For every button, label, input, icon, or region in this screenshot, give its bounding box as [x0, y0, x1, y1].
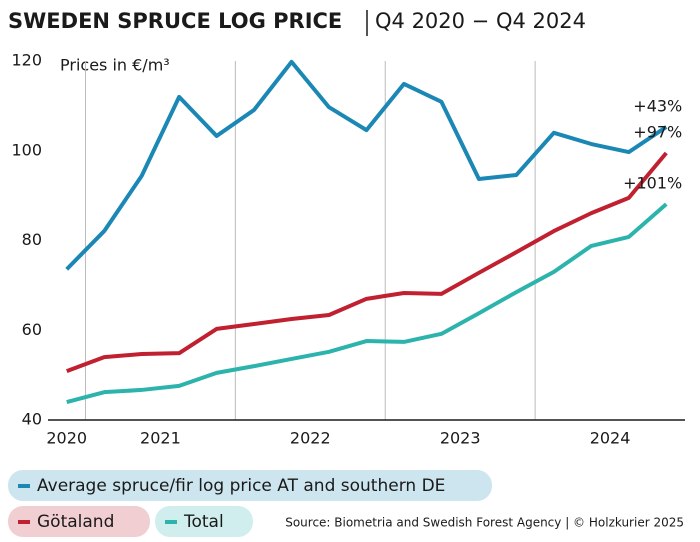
x-tick-label: 2022 — [290, 429, 331, 448]
end-label: +97% — [633, 122, 682, 141]
x-tick-label: 2021 — [140, 429, 181, 448]
series-line — [65, 59, 668, 271]
legend-label: Götaland — [37, 512, 114, 532]
legend-label: Average spruce/fir log price AT and sout… — [37, 476, 445, 496]
end-label: +101% — [623, 174, 682, 193]
y-tick-label: 80 — [22, 230, 42, 249]
y-tick-label: 40 — [22, 410, 42, 429]
y-tick-label: 60 — [22, 320, 42, 339]
y-tick-label: 100 — [11, 140, 42, 159]
source: Source: Biometria and Swedish Forest Age… — [285, 516, 684, 530]
legend-pill — [8, 506, 150, 537]
x-tick-label: 2023 — [440, 429, 481, 448]
legend-label: Total — [183, 512, 224, 532]
chart-subtitle: Q4 2020 − Q4 2024 — [375, 9, 586, 33]
x-tick-label: 2024 — [590, 429, 631, 448]
y-axis-label: Prices in €/m³ — [60, 56, 170, 75]
y-tick-label: 120 — [11, 51, 42, 70]
end-label: +43% — [633, 96, 682, 115]
series-line — [66, 151, 668, 373]
x-tick-label: 2020 — [46, 429, 87, 448]
chart-title: SWEDEN SPRUCE LOG PRICE — [8, 9, 342, 33]
series-line — [66, 202, 668, 404]
legend-pill — [155, 506, 253, 537]
legend-pill — [8, 470, 492, 501]
